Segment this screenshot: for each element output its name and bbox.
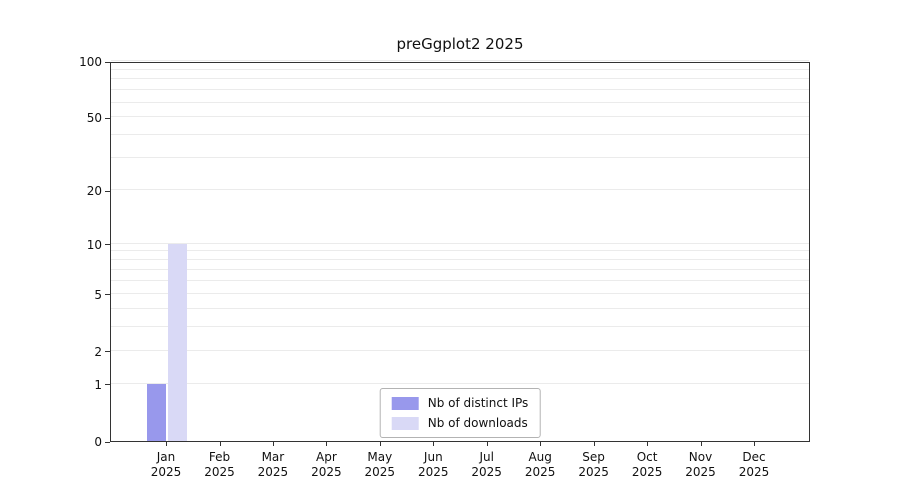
y-tick-label: 5 <box>94 287 102 302</box>
x-tick-mark <box>219 442 221 446</box>
x-tick-mark <box>593 442 595 446</box>
y-tick-label: 0 <box>94 435 102 449</box>
legend-label-distinct-ips: Nb of distinct IPs <box>427 396 529 410</box>
x-tick-label-year: 2025 <box>524 465 556 479</box>
legend-swatch-downloads <box>391 416 419 430</box>
x-tick-mark <box>379 442 381 446</box>
x-tick-label-month: Dec <box>742 450 766 464</box>
gridline <box>111 268 809 270</box>
gridline <box>111 116 809 118</box>
y-tick-mark <box>105 190 110 192</box>
legend-item-downloads: Nb of downloads <box>391 416 529 430</box>
x-tick-label-year: 2025 <box>738 465 770 479</box>
x-tick-label: Sep 2025 <box>562 450 626 480</box>
gridline <box>111 382 809 384</box>
y-tick-mark <box>105 351 110 352</box>
x-tick-mark <box>647 442 649 446</box>
x-tick-label-year: 2025 <box>204 465 235 479</box>
x-tick-label-month: Jun <box>423 450 443 464</box>
x-tick-label: Mar 2025 <box>241 450 305 480</box>
gridline <box>111 157 809 159</box>
x-tick-label-month: Sep <box>582 450 605 464</box>
x-tick-label: Jun 2025 <box>401 450 465 480</box>
x-tick-label: Jul 2025 <box>455 450 519 480</box>
x-tick-label-year: 2025 <box>364 465 396 479</box>
gridline <box>111 349 809 351</box>
bar-nb-of-distinct-ips <box>147 383 166 441</box>
legend-swatch-distinct-ips <box>391 396 419 410</box>
gridline <box>111 307 809 309</box>
x-tick-mark <box>754 442 755 446</box>
x-tick-mark <box>540 442 542 446</box>
x-tick-label-month: Nov <box>688 450 713 464</box>
y-tick-mark <box>105 384 110 386</box>
gridline <box>111 60 809 61</box>
chart-title: preGgplot2 2025 <box>396 35 524 53</box>
x-tick-label: Dec 2025 <box>722 450 786 480</box>
legend: Nb of distinct IPs Nb of downloads <box>379 388 541 438</box>
gridline <box>111 101 809 103</box>
bar-nb-of-downloads <box>168 243 187 441</box>
x-tick-label-year: 2025 <box>257 465 289 479</box>
x-tick-label: May 2025 <box>348 450 412 480</box>
x-tick-mark <box>700 442 702 446</box>
x-tick-label-year: 2025 <box>471 465 502 479</box>
legend-item-distinct-ips: Nb of distinct IPs <box>391 396 529 410</box>
y-tick-mark <box>105 441 110 443</box>
x-tick-label-month: Feb <box>208 450 231 464</box>
y-tick-label: 10 <box>86 237 102 252</box>
x-tick-mark <box>433 442 435 446</box>
x-tick-label: Apr 2025 <box>294 450 358 480</box>
y-tick-label: 1 <box>94 377 102 392</box>
plot-area <box>110 60 810 442</box>
gridline <box>111 250 809 252</box>
x-tick-label-year: 2025 <box>578 465 609 479</box>
x-tick-label-year: 2025 <box>311 465 342 479</box>
gridline <box>111 242 809 244</box>
x-tick-label-month: Jan <box>156 450 176 464</box>
x-tick-mark <box>486 442 488 446</box>
x-tick-mark <box>272 442 274 446</box>
x-tick-label-year: 2025 <box>150 465 182 479</box>
y-tick-label: 50 <box>86 111 102 126</box>
y-tick-mark <box>105 61 110 63</box>
gridline <box>111 325 809 327</box>
x-tick-label-year: 2025 <box>685 465 716 479</box>
gridline <box>111 78 809 80</box>
x-tick-label-month: Oct <box>636 450 658 464</box>
x-tick-mark <box>166 442 167 446</box>
gridline <box>111 89 809 90</box>
legend-label-downloads: Nb of downloads <box>427 416 528 430</box>
x-tick-mark <box>326 442 328 446</box>
y-tick-label: 2 <box>94 344 102 359</box>
y-tick-mark <box>105 244 110 246</box>
gridline <box>111 189 809 191</box>
y-tick-label: 20 <box>86 184 102 199</box>
x-tick-label-year: 2025 <box>631 465 663 479</box>
x-tick-label-month: Aug <box>528 450 552 464</box>
x-tick-label: Oct 2025 <box>615 450 679 480</box>
x-tick-label: Jan 2025 <box>134 450 198 480</box>
gridline <box>111 292 809 294</box>
x-tick-label-month: Apr <box>316 450 337 464</box>
gridline <box>111 279 809 281</box>
x-tick-label: Feb 2025 <box>188 450 252 480</box>
gridline <box>111 259 809 261</box>
x-tick-label-year: 2025 <box>418 465 449 479</box>
x-tick-label-month: Mar <box>261 450 285 464</box>
y-tick-mark <box>105 117 110 119</box>
gridline <box>111 134 809 136</box>
x-tick-label: Nov 2025 <box>669 450 733 480</box>
y-tick-label: 100 <box>79 55 102 69</box>
x-tick-label: Aug 2025 <box>508 450 572 480</box>
x-tick-label-month: May <box>367 450 393 464</box>
gridline <box>111 68 809 70</box>
x-tick-label-month: Jul <box>479 450 494 464</box>
y-tick-mark <box>105 294 110 295</box>
